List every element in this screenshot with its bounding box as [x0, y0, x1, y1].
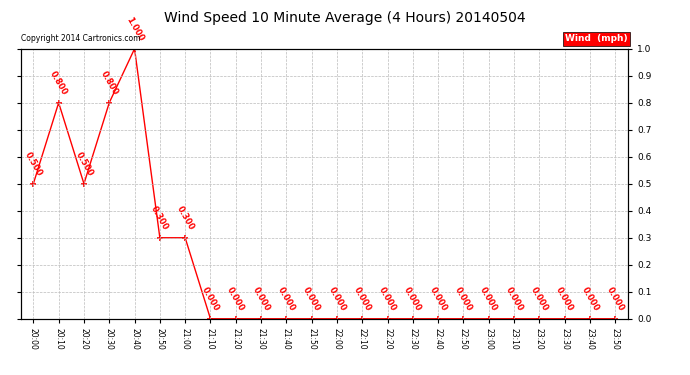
Text: 0.000: 0.000 — [529, 286, 550, 313]
Text: 0.000: 0.000 — [554, 286, 575, 313]
Text: 0.000: 0.000 — [478, 286, 499, 313]
Text: 0.000: 0.000 — [276, 286, 297, 313]
Text: 0.800: 0.800 — [99, 70, 119, 97]
Text: 0.000: 0.000 — [377, 286, 398, 313]
Text: 0.000: 0.000 — [428, 286, 448, 313]
Text: Copyright 2014 Cartronics.com: Copyright 2014 Cartronics.com — [21, 34, 140, 44]
Text: 0.000: 0.000 — [302, 286, 322, 313]
Text: 0.000: 0.000 — [352, 286, 373, 313]
Text: 0.000: 0.000 — [453, 286, 474, 313]
Text: 0.000: 0.000 — [226, 286, 246, 313]
Text: Wind  (mph): Wind (mph) — [565, 34, 628, 44]
Text: 0.000: 0.000 — [605, 286, 626, 313]
Text: 0.500: 0.500 — [23, 151, 44, 178]
Text: 0.500: 0.500 — [73, 151, 95, 178]
Text: 0.000: 0.000 — [402, 286, 423, 313]
Text: 0.300: 0.300 — [175, 205, 195, 232]
Text: 0.800: 0.800 — [48, 70, 69, 97]
Text: 0.300: 0.300 — [150, 205, 170, 232]
Text: 1.000: 1.000 — [124, 16, 145, 43]
Text: Wind Speed 10 Minute Average (4 Hours) 20140504: Wind Speed 10 Minute Average (4 Hours) 2… — [164, 11, 526, 25]
Text: 0.000: 0.000 — [200, 286, 221, 313]
Text: 0.000: 0.000 — [580, 286, 600, 313]
Text: 0.000: 0.000 — [504, 286, 524, 313]
Text: 0.000: 0.000 — [250, 286, 271, 313]
Text: 0.000: 0.000 — [326, 286, 347, 313]
